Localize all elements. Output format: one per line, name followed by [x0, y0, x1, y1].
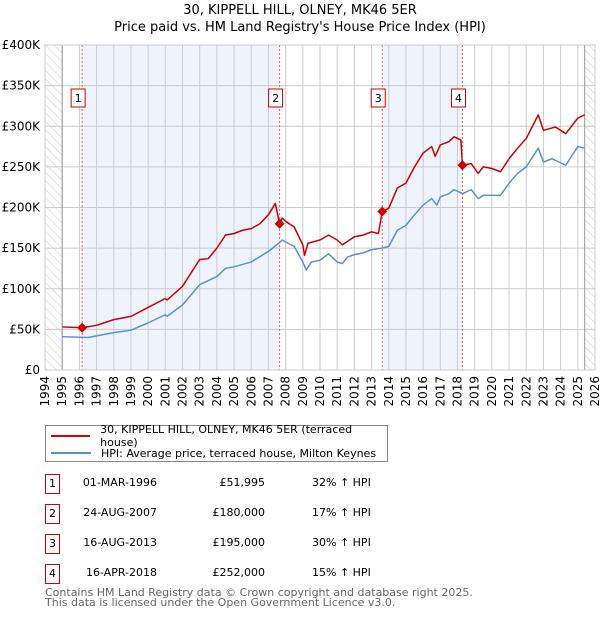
y-tick-label: £50K	[9, 322, 41, 336]
property-price-line	[62, 114, 586, 329]
y-tick-label: £200K	[2, 201, 42, 215]
y-tick-label: £250K	[2, 160, 42, 174]
sale-price: £180,000	[212, 506, 266, 519]
price-chart: 1 2 3 4 £0 £50K £100K £150K £200K £250K £300K £350K…	[2, 38, 600, 407]
sale-number-badge: 3	[45, 534, 60, 554]
y-tick-label: £400K	[2, 38, 42, 52]
x-tick-label: 2018	[451, 376, 465, 407]
sale-hpi-change: 15% ↑ HPI	[312, 566, 371, 579]
sale-label: 3	[375, 92, 382, 105]
sale-price: £51,995	[219, 476, 266, 489]
legend-item-hpi: HPI: Average price, terraced house, Milt…	[51, 445, 376, 461]
hpi-line	[62, 145, 585, 339]
x-tick-label: 2014	[382, 376, 396, 407]
sale-number-badge: 4	[45, 564, 60, 584]
x-tick-label: 2020	[485, 376, 499, 407]
x-tick-label: 2025	[571, 376, 585, 407]
x-tick-label: 2022	[519, 376, 533, 407]
footer-line-2: This data is licensed under the Open Gov…	[45, 596, 396, 609]
x-tick-label: 2010	[313, 376, 327, 407]
y-tick-label: £300K	[2, 119, 42, 133]
legend-item-property: 30, KIPPELL HILL, OLNEY, MK46 5ER (terra…	[51, 423, 387, 449]
legend-swatch-red	[51, 435, 91, 437]
x-tick-label: 2012	[347, 376, 361, 407]
x-tick-label: 2004	[210, 376, 224, 407]
x-tick-label: 2013	[365, 376, 379, 407]
sale-price: £195,000	[212, 536, 266, 549]
sale-label: 2	[272, 92, 279, 105]
y-tick-label: £350K	[2, 79, 42, 93]
x-tick-label: 2016	[416, 376, 430, 407]
sale-label: 4	[455, 92, 462, 105]
legend-label-hpi: HPI: Average price, terraced house, Milt…	[101, 446, 377, 460]
sale-number-badge: 1	[45, 474, 60, 494]
sale-price: £252,000	[212, 566, 266, 579]
legend-swatch-blue	[51, 452, 91, 454]
sale-point	[457, 160, 468, 171]
chart-title: 30, KIPPELL HILL, OLNEY, MK46 5ER	[183, 3, 417, 18]
x-tick-label: 2009	[296, 376, 310, 407]
x-tick-label: 2003	[193, 376, 207, 407]
x-tick-label: 2015	[399, 376, 413, 407]
x-tick-label: 2026	[588, 376, 600, 407]
sale-date: 16-AUG-2013	[83, 536, 157, 549]
x-tick-label: 2008	[279, 376, 293, 407]
sale-hpi-change: 17% ↑ HPI	[312, 506, 371, 519]
legend: 30, KIPPELL HILL, OLNEY, MK46 5ER (terra…	[45, 423, 388, 462]
y-tick-label: £0	[25, 363, 40, 377]
sale-number-badge: 2	[45, 504, 60, 524]
x-tick-label: 2017	[433, 376, 447, 407]
sale-label-box	[70, 88, 86, 108]
sale-point	[274, 218, 285, 229]
footer-line-1: Contains HM Land Registry data © Crown c…	[45, 586, 473, 599]
x-tick-label: 1995	[55, 376, 69, 407]
x-tick-label: 1994	[38, 376, 52, 407]
sale-date: 01-MAR-1996	[82, 476, 157, 489]
x-tick-label: 2005	[227, 376, 241, 407]
x-tick-label: 2007	[261, 376, 275, 407]
y-tick-label: £100K	[2, 282, 42, 296]
sale-label: 1	[75, 92, 82, 105]
legend-label-property: 30, KIPPELL HILL, OLNEY, MK46 5ER (terra…	[100, 423, 353, 449]
footer: Contains HM Land Registry data © Crown c…	[45, 586, 473, 609]
x-tick-label: 2011	[330, 376, 344, 407]
x-tick-label: 2002	[176, 376, 190, 407]
x-tick-label: 1999	[124, 376, 138, 407]
x-tick-label: 1996	[72, 376, 86, 407]
x-tick-label: 2024	[554, 376, 568, 407]
sale-date: 16-APR-2018	[85, 566, 157, 579]
x-tick-label: 2019	[468, 376, 482, 407]
y-tick-label: £150K	[2, 241, 42, 255]
sale-label-box	[450, 88, 466, 108]
chart-subtitle: Price paid vs. HM Land Registry's House …	[114, 20, 486, 35]
sale-hpi-change: 30% ↑ HPI	[312, 536, 371, 549]
sale-point	[377, 206, 388, 217]
sale-hpi-change: 32% ↑ HPI	[312, 476, 371, 489]
x-tick-label: 2006	[244, 376, 258, 407]
sale-label-box	[370, 88, 386, 108]
x-tick-label: 2023	[536, 376, 550, 407]
sale-date: 24-AUG-2007	[83, 506, 157, 519]
x-tick-label: 1998	[107, 376, 121, 407]
x-tick-label: 2021	[502, 376, 516, 407]
plot-frame	[44, 44, 596, 371]
sale-label-box	[268, 88, 284, 108]
x-tick-label: 2000	[141, 376, 155, 407]
x-tick-label: 1997	[90, 376, 104, 407]
x-tick-label: 2001	[158, 376, 172, 407]
